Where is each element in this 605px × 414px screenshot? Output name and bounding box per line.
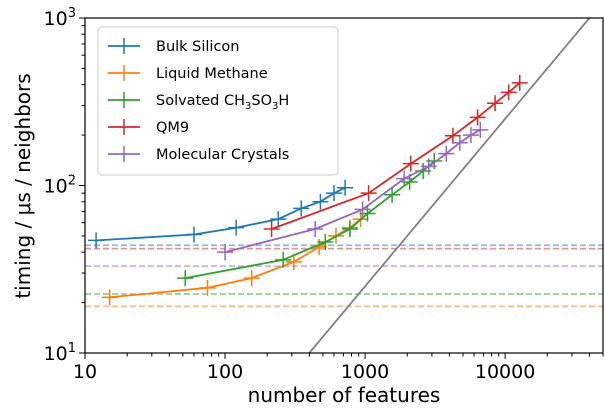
- data-point: [312, 193, 329, 210]
- data-point: [199, 279, 216, 296]
- legend-item-3: QM9: [108, 119, 189, 136]
- data-point: [438, 145, 455, 162]
- x-tick-label: 100: [207, 361, 243, 383]
- legend-box: [97, 26, 339, 176]
- data-point: [420, 158, 437, 175]
- x-tick-label: 10000: [475, 361, 535, 383]
- data-point: [228, 219, 245, 236]
- legend-label: Molecular Crystals: [156, 147, 289, 163]
- x-tick-label: 10: [73, 361, 97, 383]
- baseline-lines: [85, 244, 603, 308]
- legend-item-2: Solvated CH3SO3H: [108, 92, 289, 112]
- data-point: [511, 74, 528, 91]
- data-point: [402, 155, 419, 172]
- data-point: [270, 211, 287, 228]
- y-tick-label: 102: [44, 174, 76, 198]
- data-point: [444, 127, 461, 144]
- y-tick-label: 103: [44, 6, 76, 30]
- series-group: [88, 74, 528, 306]
- x-axis-label: number of features: [248, 383, 441, 407]
- data-point: [472, 121, 489, 138]
- data-point: [293, 200, 310, 217]
- data-point: [396, 170, 413, 187]
- legend-item-4: Molecular Crystals: [108, 146, 289, 163]
- y-tick-label: 101: [44, 341, 76, 365]
- data-point: [317, 233, 334, 250]
- data-point: [341, 220, 358, 237]
- data-point: [217, 244, 234, 261]
- data-point: [185, 226, 202, 243]
- axis-ticks: 10 100 1000 10000 101 102 103: [44, 6, 604, 383]
- data-point: [285, 253, 302, 270]
- legend-label: Bulk Silicon: [156, 39, 240, 55]
- data-point: [275, 251, 292, 268]
- data-point: [487, 95, 504, 112]
- series-line-3: [271, 82, 521, 230]
- data-point: [101, 289, 118, 306]
- data-point: [263, 220, 280, 237]
- data-point: [243, 270, 260, 287]
- data-point: [88, 232, 105, 249]
- data-point: [177, 270, 194, 287]
- series-line-1: [109, 218, 362, 299]
- series-line-0: [96, 186, 346, 242]
- data-point: [360, 185, 377, 202]
- data-point: [307, 220, 324, 237]
- legend-label: Solvated CH3SO3H: [156, 93, 289, 112]
- data-point: [451, 134, 468, 151]
- data-point: [326, 185, 343, 202]
- data-point: [462, 127, 479, 144]
- data-point: [469, 109, 486, 126]
- legend-label: Liquid Methane: [156, 66, 268, 82]
- x-tick-label: 1000: [341, 361, 389, 383]
- data-point: [354, 201, 371, 218]
- reference-line: [308, 18, 591, 353]
- legend-item-0: Bulk Silicon: [108, 38, 240, 55]
- legend-label: QM9: [156, 120, 189, 136]
- reference-line-group: [308, 18, 591, 353]
- data-point: [337, 179, 354, 196]
- data-point: [384, 186, 401, 203]
- y-axis-label: timing / μs / neighbors: [11, 73, 35, 298]
- data-point: [500, 84, 517, 101]
- legend-item-1: Liquid Methane: [108, 65, 268, 82]
- legend: Bulk Silicon Liquid Methane Solvated CH3SO…: [97, 26, 339, 176]
